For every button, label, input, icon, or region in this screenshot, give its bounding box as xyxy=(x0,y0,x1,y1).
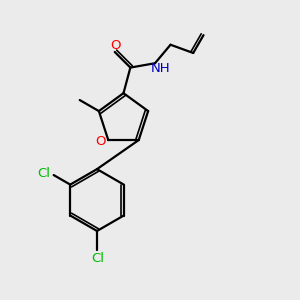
Text: Cl: Cl xyxy=(91,252,104,265)
Text: Cl: Cl xyxy=(38,167,51,180)
Text: NH: NH xyxy=(151,62,170,75)
Text: O: O xyxy=(95,135,106,148)
Text: O: O xyxy=(110,39,121,52)
